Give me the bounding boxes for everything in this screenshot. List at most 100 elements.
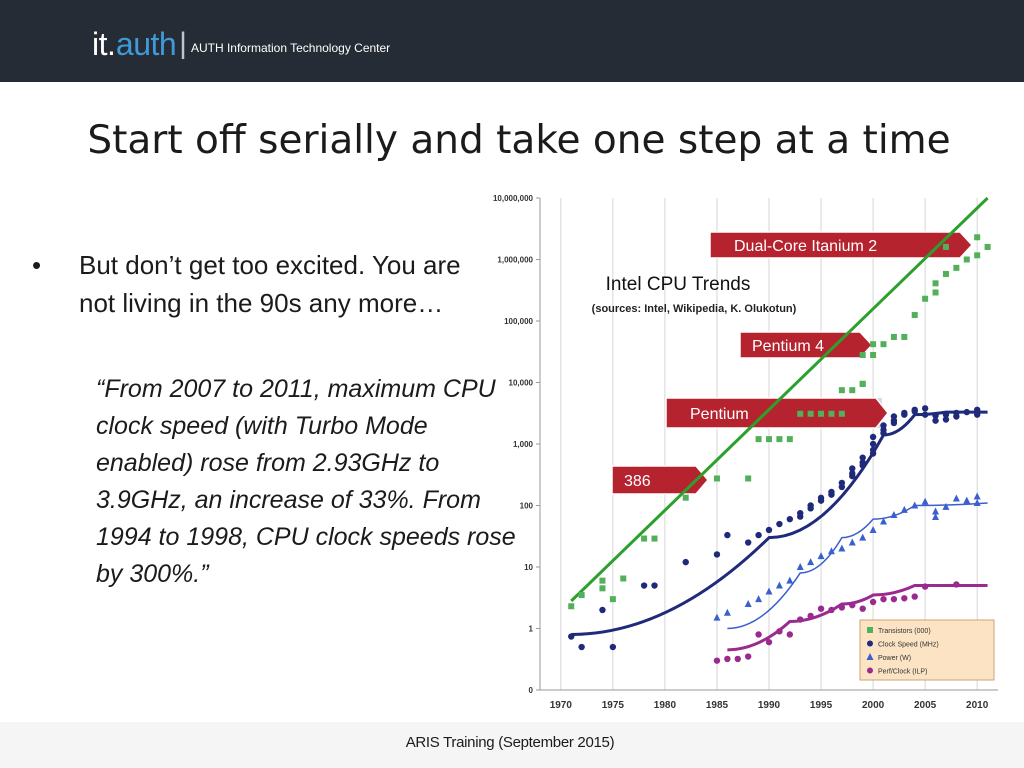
transistor-point — [599, 577, 606, 584]
clock-point — [682, 558, 689, 566]
power-point — [869, 525, 877, 533]
perf-point — [953, 581, 960, 588]
legend-label: Perf/Clock (ILP) — [878, 669, 927, 676]
transistor-point — [807, 410, 814, 417]
clock-point — [849, 465, 856, 472]
power-point — [859, 533, 867, 541]
transistor-point — [880, 341, 887, 348]
clock-point — [890, 413, 898, 420]
quote-text: “From 2007 to 2011, maximum CPU clock sp… — [96, 375, 516, 588]
transistor-point — [838, 410, 845, 417]
brand-logo: it. auth | AUTH Information Technology Ce… — [92, 24, 390, 64]
clock-point — [901, 409, 908, 417]
power-point — [932, 513, 940, 521]
transistor-point — [651, 535, 658, 542]
transistor-point — [953, 264, 960, 271]
callout-label: Pentium 4 — [752, 338, 824, 355]
y-tick-label: 1 — [529, 625, 534, 634]
x-tick-label: 2005 — [914, 700, 937, 711]
perf-point — [755, 631, 762, 638]
perf-point — [828, 606, 835, 614]
transistor-point — [745, 475, 752, 482]
callout-label: Pentium — [690, 406, 749, 423]
transistor-point — [911, 312, 918, 319]
transistor-point — [859, 380, 866, 387]
clock-point — [599, 606, 606, 614]
slide-title: Start off serially and take one step at … — [87, 118, 951, 163]
transistor-point — [859, 351, 866, 358]
x-tick-label: 1980 — [654, 700, 677, 711]
brand-separator: | — [179, 27, 187, 60]
legend-marker — [867, 627, 873, 633]
power-point — [807, 558, 815, 566]
transistor-point — [963, 256, 970, 263]
clock-point — [713, 551, 721, 558]
transistor-point — [818, 410, 825, 417]
perf-point — [838, 604, 846, 611]
clock-point — [744, 539, 752, 546]
perf-point — [786, 631, 794, 638]
x-tick-label: 1995 — [810, 700, 833, 711]
legend-marker — [866, 653, 874, 660]
y-tick-label: 100 — [520, 502, 534, 511]
transistor-point — [641, 535, 648, 542]
power-point — [817, 552, 825, 560]
power-point — [900, 505, 908, 513]
transistor-point — [838, 387, 845, 394]
brand-dot: . — [107, 25, 116, 62]
brand-subtitle: AUTH Information Technology Center — [190, 41, 391, 55]
clock-point — [797, 509, 804, 517]
perf-point — [849, 601, 856, 609]
clock-point — [651, 582, 658, 589]
transistor-point — [901, 333, 908, 340]
callout-label: 386 — [624, 473, 651, 490]
power-point — [827, 547, 835, 555]
clock-point — [973, 406, 981, 413]
clock-point — [932, 412, 939, 419]
clock-point — [786, 515, 794, 523]
legend-label: Transistors (000) — [878, 628, 931, 635]
callout-arrow — [709, 231, 974, 259]
y-tick-label: 10,000 — [509, 379, 534, 388]
transistor-point — [932, 289, 939, 296]
clock-point — [880, 422, 887, 429]
clock-point — [776, 520, 783, 528]
transistor-point — [942, 270, 949, 277]
perf-point — [817, 605, 825, 612]
clock-point — [963, 408, 970, 416]
power-point — [932, 507, 940, 515]
clock-point — [973, 411, 981, 418]
perf-point — [869, 598, 877, 606]
legend-marker — [867, 640, 873, 647]
transistor-point — [922, 295, 929, 302]
perf-point — [765, 638, 773, 646]
perf-point — [901, 595, 908, 602]
clock-point — [817, 494, 825, 502]
clock-point — [911, 406, 918, 413]
transistor-point — [786, 436, 793, 443]
clock-point — [942, 416, 950, 423]
clock-point — [869, 446, 877, 454]
clock-point — [953, 413, 960, 420]
legend-box — [859, 619, 995, 681]
power-point — [775, 581, 783, 589]
transistor-point — [713, 475, 720, 482]
transistor-point — [828, 410, 835, 417]
transistor-point — [620, 575, 627, 582]
brand-auth: auth — [115, 25, 177, 62]
perf-point — [776, 628, 783, 635]
power-point — [911, 501, 919, 509]
power-point — [796, 563, 804, 570]
x-tick-label: 2010 — [966, 700, 989, 711]
power-point — [723, 608, 731, 616]
transistor-point — [797, 410, 804, 417]
clock-point — [869, 433, 877, 441]
transistor-point — [984, 243, 991, 250]
perf-point — [724, 655, 731, 663]
header-bar — [0, 0, 1024, 82]
callout-label: Dual-Core Itanium 2 — [734, 238, 877, 255]
transistor-point — [890, 333, 897, 340]
transistor-point — [932, 280, 939, 287]
perf-point — [921, 583, 929, 590]
perf-point — [734, 655, 741, 663]
